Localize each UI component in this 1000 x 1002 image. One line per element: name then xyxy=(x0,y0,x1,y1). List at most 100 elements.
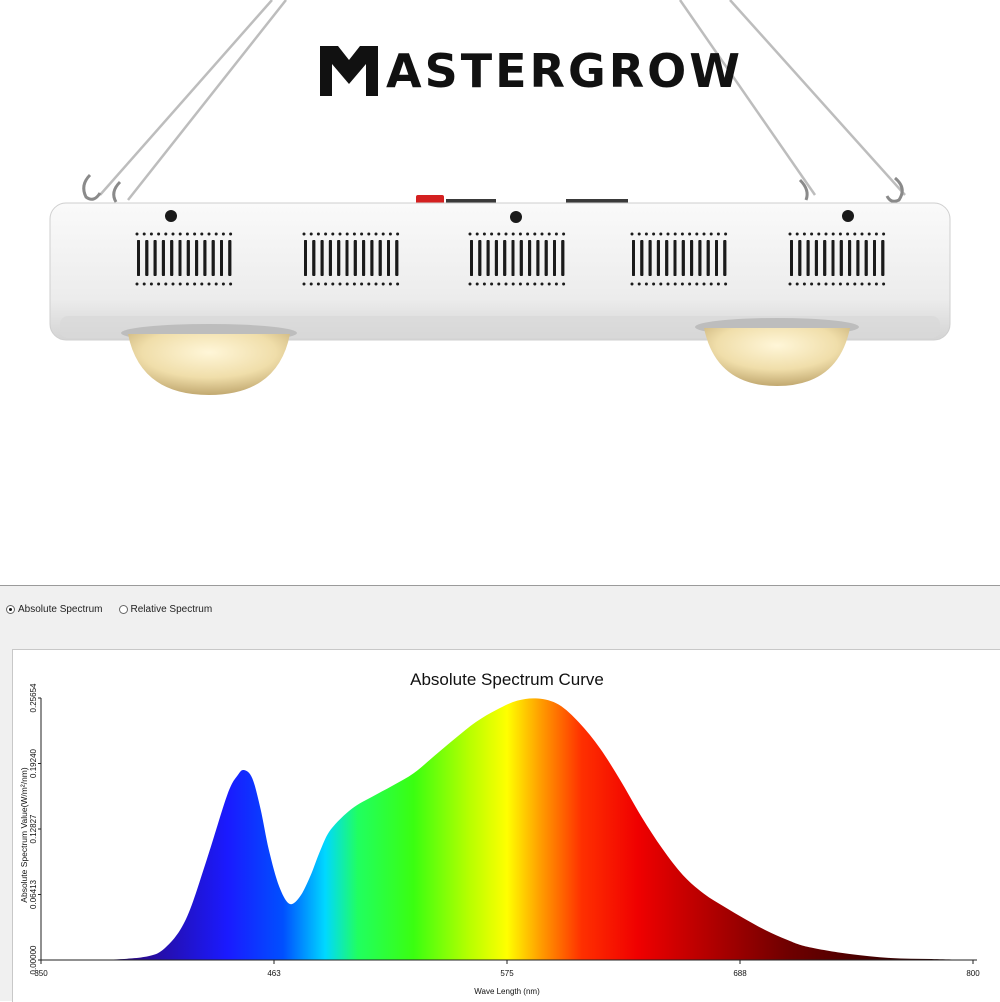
vent-slot xyxy=(195,240,199,276)
y-axis-label: Absolute Spectrum Value(W/m²/nm) xyxy=(19,767,29,903)
vent-dot xyxy=(788,282,792,286)
vent-dot xyxy=(511,232,515,236)
vent-dot xyxy=(200,282,204,286)
vent-dot xyxy=(540,232,544,236)
vent-dot xyxy=(497,232,501,236)
vent-dot xyxy=(838,232,842,236)
vent-dot xyxy=(185,282,189,286)
vent-dot xyxy=(644,282,648,286)
vent-dot xyxy=(652,282,656,286)
vent-dot xyxy=(680,282,684,286)
vent-dot xyxy=(345,282,349,286)
x-tick-label: 800 xyxy=(966,969,980,978)
spectrum-mode-selector: Absolute Spectrum Relative Spectrum xyxy=(6,601,228,617)
housing xyxy=(49,202,951,341)
radio-button-icon[interactable] xyxy=(118,604,128,614)
vent-dot xyxy=(795,232,799,236)
radio-absolute-spectrum[interactable]: Absolute Spectrum xyxy=(6,604,103,615)
vent-dot xyxy=(388,282,392,286)
vent-slot xyxy=(320,240,324,276)
vent-slot xyxy=(470,240,473,276)
vent-slot xyxy=(823,240,827,276)
vent-dot xyxy=(178,282,182,286)
vent-slot xyxy=(312,240,316,276)
radio-button-icon[interactable] xyxy=(6,604,15,614)
vent-dot xyxy=(482,232,486,236)
y-tick-label: 0.06413 xyxy=(29,879,38,908)
vent-dot xyxy=(554,232,558,236)
vent-slot xyxy=(486,240,490,276)
vent-dot xyxy=(680,232,684,236)
vent-dot xyxy=(352,282,356,286)
vent-dot xyxy=(702,282,706,286)
vent-slot xyxy=(881,240,885,276)
vent-slot xyxy=(145,240,149,276)
vent-dot xyxy=(504,232,508,236)
vent-slot xyxy=(648,240,652,276)
vent-dot xyxy=(695,232,699,236)
vent-dot xyxy=(316,282,320,286)
vent-dot xyxy=(171,232,175,236)
vent-dot xyxy=(388,232,392,236)
vent-dot xyxy=(802,232,806,236)
chart-title: Absolute Spectrum Curve xyxy=(410,670,604,689)
vent-slot xyxy=(503,240,507,276)
vent-slot xyxy=(873,240,876,276)
vent-slot xyxy=(814,240,818,276)
vent-dot xyxy=(367,232,371,236)
vent-dot xyxy=(302,282,306,286)
hanging-wires xyxy=(99,0,906,201)
vent-dot xyxy=(193,232,197,236)
vent-dot xyxy=(360,232,364,236)
brand-name: ASTERGROW xyxy=(386,44,743,98)
vent-dot xyxy=(221,282,225,286)
product-photo: ASTERGROW xyxy=(49,0,951,395)
vent-dot xyxy=(490,232,494,236)
vent-slot xyxy=(153,240,157,276)
radio-relative-spectrum[interactable]: Relative Spectrum xyxy=(118,604,212,615)
vent-dot xyxy=(367,282,371,286)
vent-dot xyxy=(338,232,342,236)
vent-dot xyxy=(533,282,537,286)
vent-slot xyxy=(228,240,232,276)
vent-slot xyxy=(544,240,548,276)
vent-dot xyxy=(497,282,501,286)
vent-dot xyxy=(547,232,551,236)
vent-dot xyxy=(229,282,233,286)
vent-dot xyxy=(637,282,641,286)
vent-grilles xyxy=(135,232,886,286)
vent-dot xyxy=(324,232,328,236)
vent-dot xyxy=(688,282,692,286)
vent-dot xyxy=(214,232,218,236)
vent-dot xyxy=(666,282,670,286)
vent-slot xyxy=(640,240,644,276)
vent-slot xyxy=(656,240,660,276)
vent-dot xyxy=(193,282,197,286)
vent-dot xyxy=(490,282,494,286)
vent-dot xyxy=(860,282,864,286)
vent-dot xyxy=(838,282,842,286)
led-lens-right xyxy=(695,318,859,386)
knob xyxy=(842,210,854,222)
x-tick-label: 575 xyxy=(500,969,514,978)
vent-dot xyxy=(795,282,799,286)
vent-dot xyxy=(331,232,335,236)
vent-dot xyxy=(659,232,663,236)
vent-dot xyxy=(142,232,146,236)
vent-dot xyxy=(724,282,728,286)
vent-dot xyxy=(309,232,313,236)
vent-dot xyxy=(526,282,530,286)
vent-slot xyxy=(370,240,374,276)
led-lens-left xyxy=(121,324,297,395)
vent-slot xyxy=(387,240,390,276)
vent-slot xyxy=(178,240,182,276)
vent-slot xyxy=(856,240,860,276)
vent-slot xyxy=(511,240,515,276)
vent-dot xyxy=(200,232,204,236)
vent-slot xyxy=(673,240,677,276)
vent-dot xyxy=(214,282,218,286)
chart-area: Absolute Spectrum Curve Absolute Spectru… xyxy=(12,649,1000,1002)
vent-slot xyxy=(632,240,635,276)
vent-slot xyxy=(706,240,710,276)
vent-dot xyxy=(185,232,189,236)
